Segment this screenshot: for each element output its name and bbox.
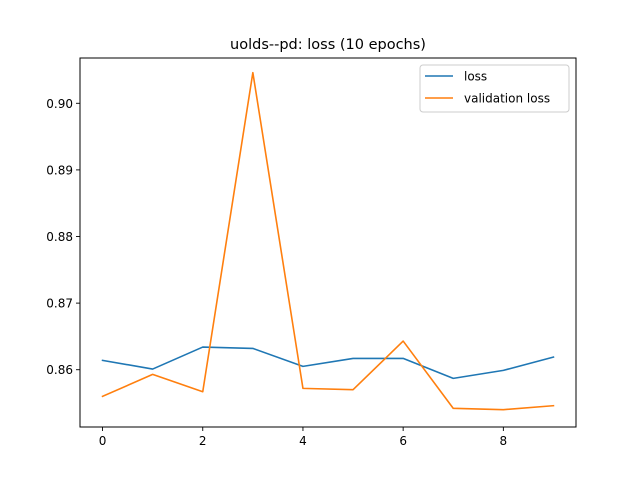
chart-title: uolds--pd: loss (10 epochs) <box>230 37 426 53</box>
legend-box <box>419 64 570 113</box>
y-axis: 0.86 0.87 0.88 0.89 0.90 <box>46 97 80 377</box>
plot-area-frame <box>79 57 577 428</box>
series-line-1 <box>101 71 555 411</box>
x-tick-label: 2 <box>199 434 207 448</box>
legend-label-0: loss <box>464 70 487 84</box>
y-tick-label: 0.87 <box>46 297 73 311</box>
y-tick-label: 0.88 <box>46 230 73 244</box>
y-tick-label: 0.86 <box>46 363 73 377</box>
plot-lines <box>101 71 555 411</box>
x-tick-label: 0 <box>99 434 107 448</box>
y-tick-label: 0.90 <box>46 97 73 111</box>
legend-label-1: validation loss <box>464 92 550 106</box>
x-tick-label: 4 <box>299 434 307 448</box>
series-line-0 <box>101 346 555 380</box>
x-tick-label: 8 <box>500 434 508 448</box>
legend: loss validation loss <box>419 64 570 113</box>
y-tick-label: 0.89 <box>46 163 73 177</box>
x-axis: 0 2 4 6 8 <box>99 427 507 448</box>
x-tick-label: 6 <box>399 434 407 448</box>
